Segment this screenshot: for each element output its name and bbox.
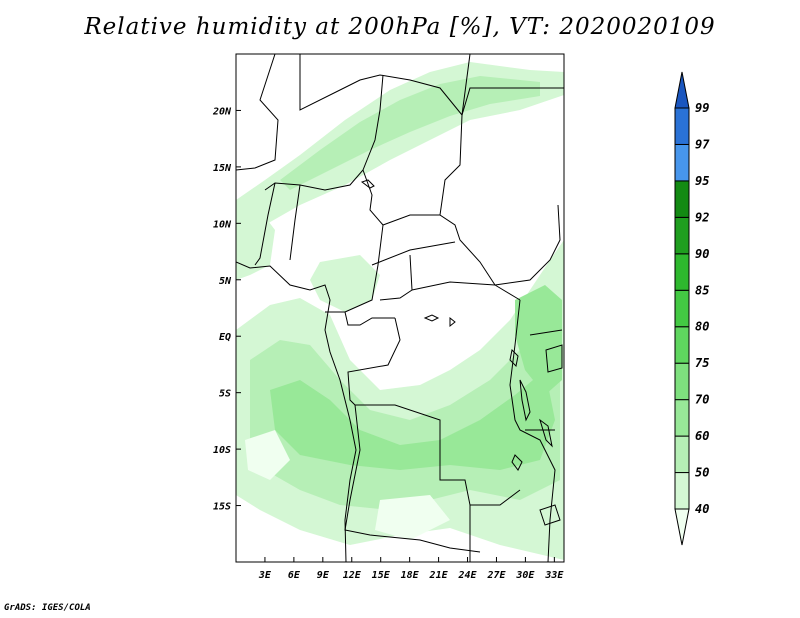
lat-tick-label: 5S [219, 389, 231, 400]
lon-tick-label: 21E [429, 570, 449, 581]
longitude-ticks: 3E 6E 9E 12E 15E 18E 21E 24E 27E 30E 33E [258, 557, 564, 581]
humidity-east-patch [515, 285, 562, 395]
lat-tick-label: EQ [219, 332, 231, 343]
humidity-south-core-2 [270, 370, 555, 470]
humidity-field [236, 54, 564, 562]
colorbar-label: 99 [695, 101, 709, 115]
lat-tick-label: 10N [213, 219, 232, 230]
humidity-band-north [236, 62, 564, 240]
colorbar-segment [674, 362, 690, 401]
colorbar-segment [674, 253, 690, 291]
lon-tick-label: 12E [343, 570, 362, 581]
humidity-band-north-core [280, 76, 540, 190]
lon-tick-label: 9E [317, 570, 330, 581]
lat-tick-label: 10S [213, 445, 231, 456]
colorbar-segment [674, 326, 690, 364]
lat-tick-label: 5N [219, 276, 232, 287]
lon-tick-label: 6E [288, 570, 301, 581]
colorbar-segment [674, 472, 690, 510]
colorbar-label: 40 [695, 502, 709, 516]
colorbar-label: 85 [695, 283, 709, 297]
colorbar-top-arrow [674, 71, 690, 109]
lon-tick-label: 15E [372, 570, 391, 581]
lakes [360, 179, 563, 526]
lon-tick-label: 18E [401, 570, 420, 581]
colorbar-segment [674, 180, 690, 218]
map-title: Relative humidity at 200hPa [%], VT: 202… [84, 14, 716, 40]
humidity-light-patch-2 [375, 495, 450, 540]
latitude-ticks: 20N 15N 10N 5N EQ 5S 10S 15S [212, 106, 241, 513]
lat-tick-label: 15N [213, 163, 232, 174]
map-frame [235, 53, 565, 563]
colorbar-segment [674, 107, 690, 145]
lat-tick-label: 15S [213, 502, 231, 513]
colorbar-label: 97 [695, 137, 710, 151]
lon-tick-label: 33E [544, 570, 564, 581]
coastline [236, 261, 357, 562]
colorbar-segment [674, 143, 690, 182]
lon-tick-label: 3E [258, 570, 272, 581]
colorbar-label: 70 [695, 393, 709, 407]
colorbar-label: 90 [695, 247, 709, 261]
humidity-guinea-patch [310, 255, 380, 312]
humidity-west-strip [236, 205, 275, 280]
lon-tick-label: 30E [515, 570, 535, 581]
colorbar-segment [674, 399, 690, 437]
colorbar-segment [674, 289, 690, 328]
country-borders [236, 54, 564, 562]
colorbar-bottom-arrow [674, 508, 690, 546]
colorbar-label: 80 [695, 320, 709, 334]
grads-credit: GrADS: IGES/COLA [4, 603, 91, 613]
colorbar-label: 50 [695, 466, 709, 480]
colorbar-label: 92 [695, 210, 709, 224]
humidity-light-patch [245, 430, 290, 480]
lon-tick-label: 27E [486, 570, 506, 581]
colorbar-label: 95 [695, 174, 709, 188]
lon-tick-label: 24E [457, 570, 477, 581]
colorbar-label: 75 [695, 356, 709, 370]
lat-tick-label: 20N [212, 106, 232, 117]
colorbar-segment [674, 435, 690, 474]
colorbar-segment [674, 216, 690, 255]
colorbar-label: 60 [695, 429, 709, 443]
colorbar: 40 50 60 70 75 80 85 90 92 95 97 99 [674, 71, 710, 546]
